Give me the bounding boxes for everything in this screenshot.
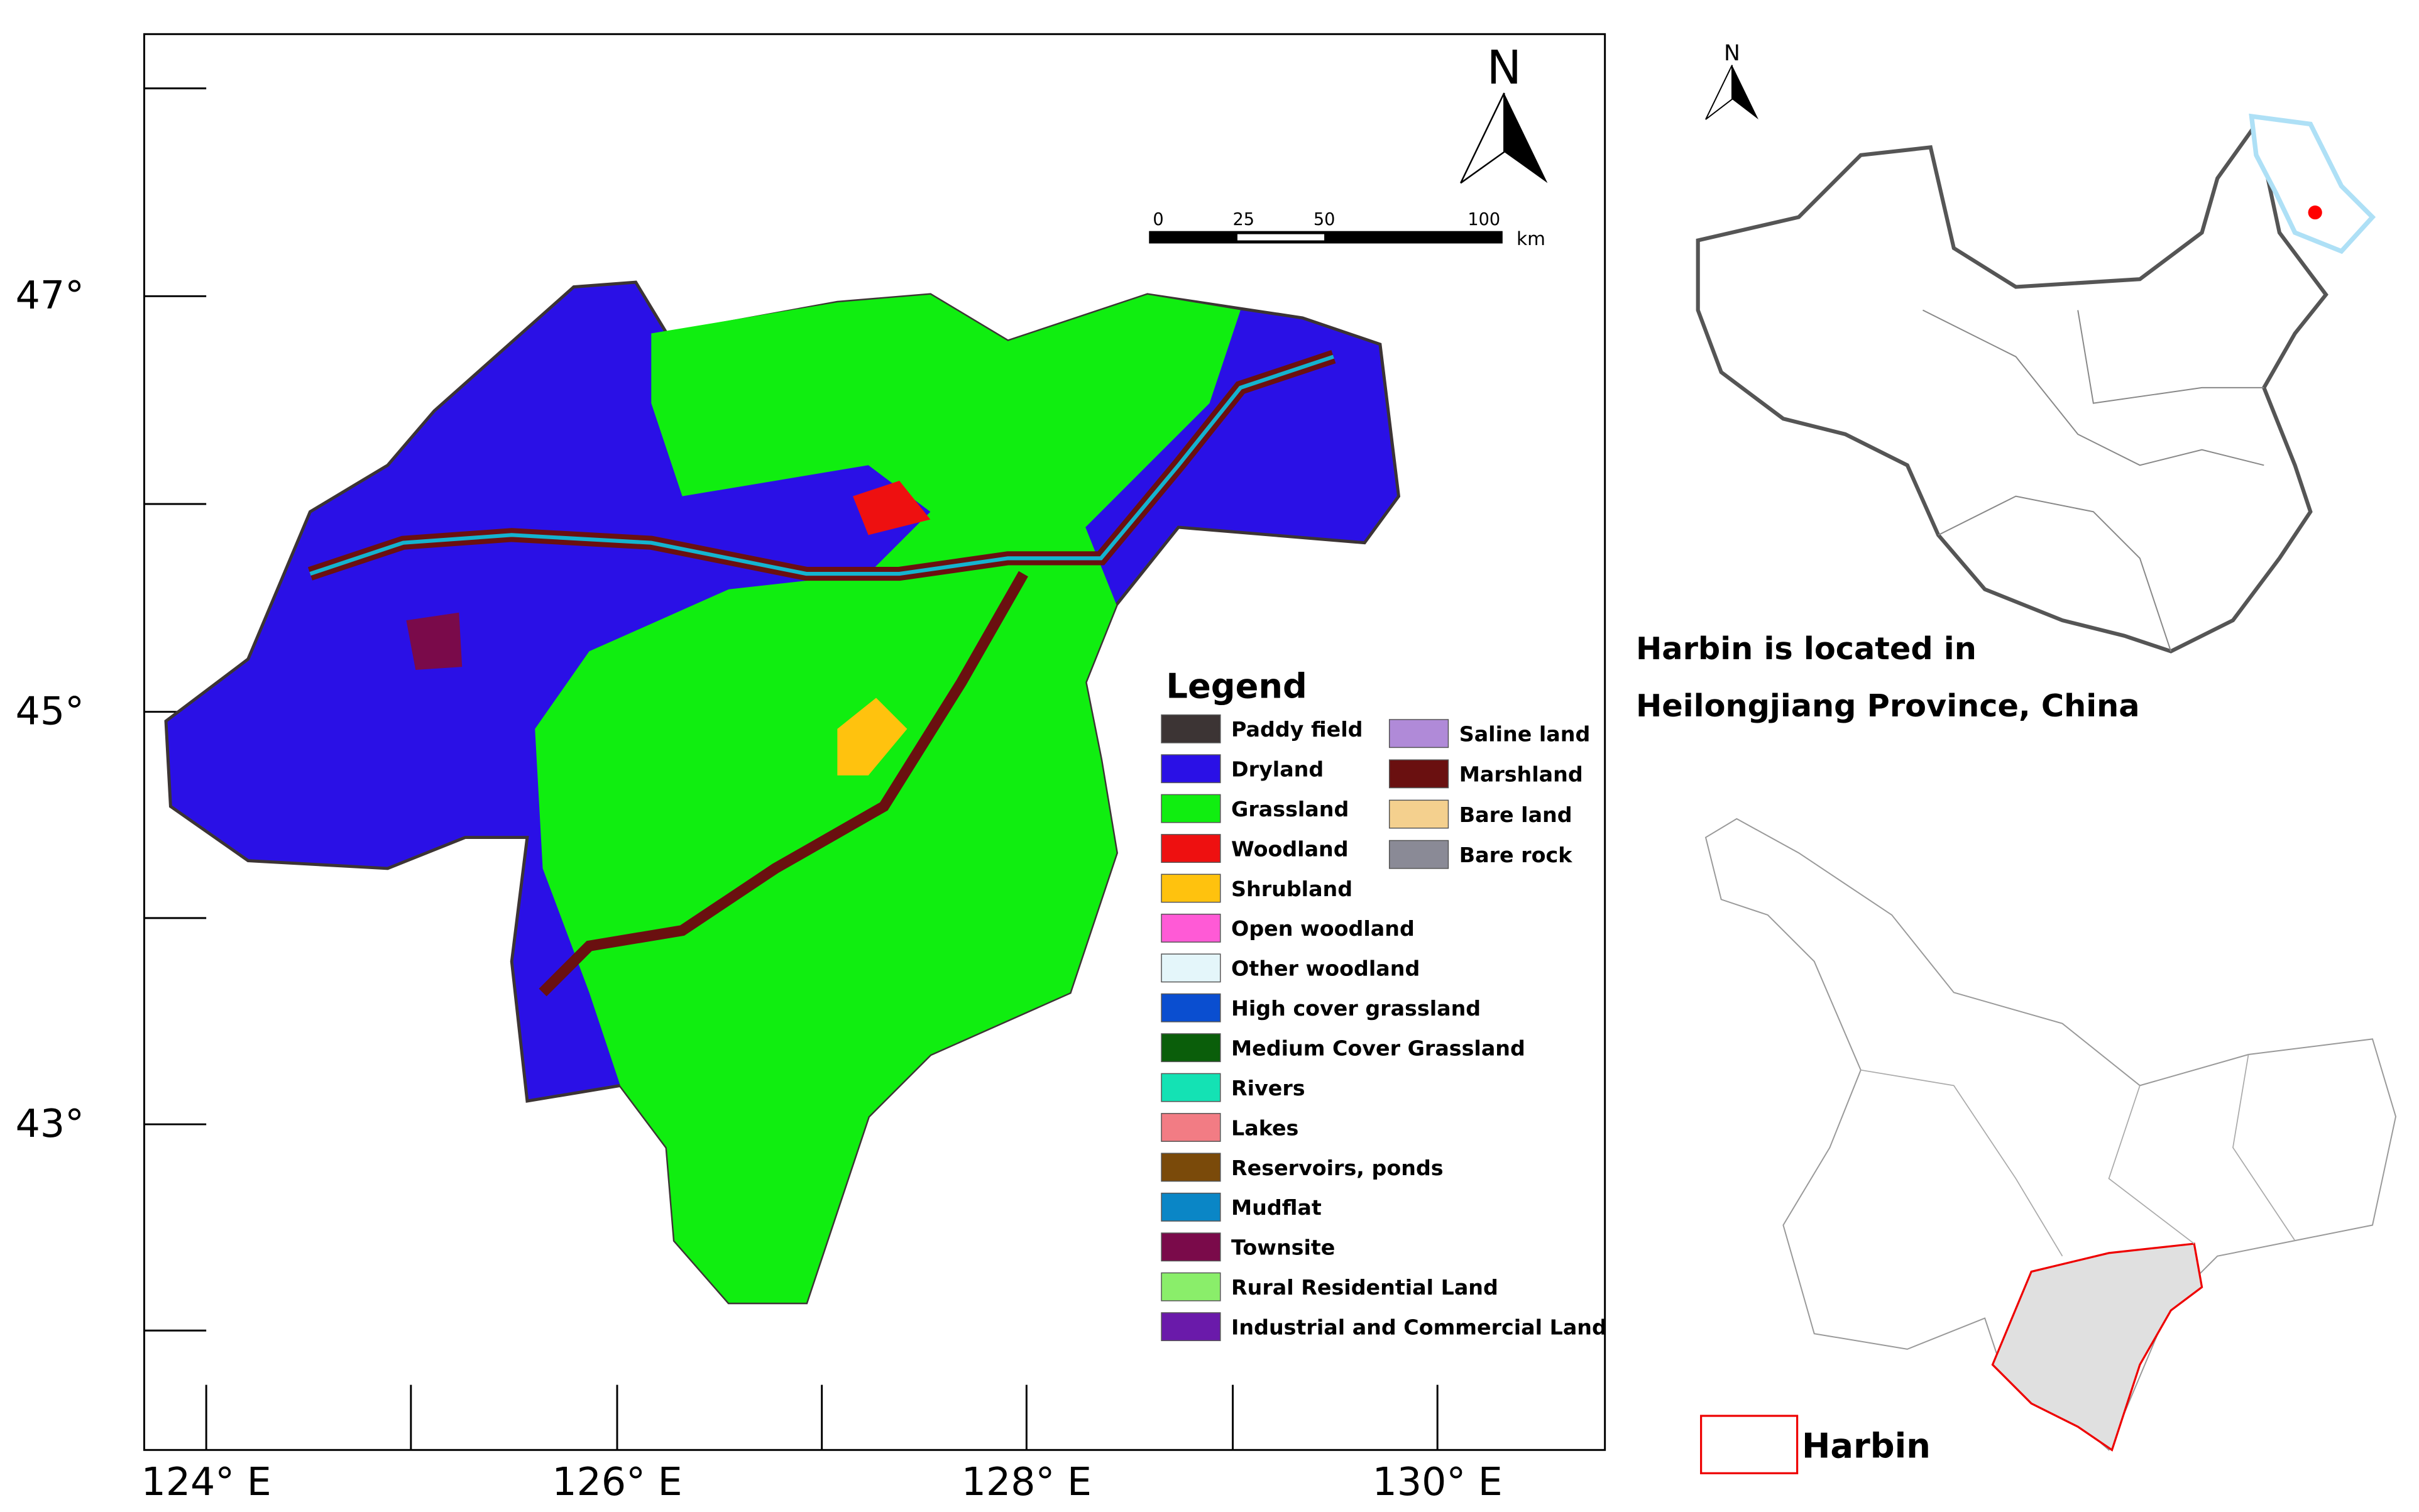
legend-label: Grassland	[1231, 797, 1349, 821]
lon-label: 124° E	[141, 1459, 272, 1504]
border	[2077, 310, 2264, 404]
border	[1860, 1069, 2063, 1257]
legend-swatch	[1161, 1272, 1221, 1301]
heilongjiang-outline	[2249, 113, 2376, 255]
lon-label: 130° E	[1373, 1459, 1503, 1504]
legend-title: Legend	[1166, 666, 1307, 706]
lat-label: 43°	[16, 1101, 84, 1146]
inset-caption: Harbin is located in	[1636, 630, 1977, 667]
legend-swatch	[1388, 759, 1449, 789]
legend-label: Dryland	[1231, 757, 1324, 782]
legend-label: Bare land	[1459, 803, 1572, 827]
lat-label: 45°	[16, 688, 84, 733]
land-use-map	[164, 280, 1401, 1305]
legend-swatch	[1161, 1312, 1221, 1342]
lat-label: 47°	[16, 273, 84, 318]
legend-label: Open woodland	[1231, 916, 1415, 941]
scale-bar	[1149, 231, 1503, 244]
north-label: N	[1487, 41, 1522, 95]
legend-swatch	[1388, 799, 1449, 829]
scale-label: 0	[1153, 210, 1163, 229]
shrubland	[837, 698, 908, 775]
harbin-legend-label: Harbin	[1802, 1427, 1931, 1466]
legend-swatch	[1161, 874, 1221, 903]
inset-caption: Heilongjiang Province, China	[1636, 688, 2140, 724]
inset-north-right	[1731, 65, 1758, 120]
inset-north-label: N	[1724, 41, 1740, 66]
lon-label: 128° E	[962, 1459, 1092, 1504]
legend-label: Lakes	[1231, 1115, 1298, 1140]
border	[1938, 495, 2172, 652]
legend-swatch	[1388, 719, 1449, 748]
legend-swatch	[1161, 1073, 1221, 1102]
legend-swatch	[1161, 993, 1221, 1022]
legend-label: Saline land	[1459, 722, 1591, 747]
legend-label: Townsite	[1231, 1235, 1335, 1260]
legend-swatch	[1161, 1153, 1221, 1182]
china-inset: N	[1696, 41, 2376, 654]
inset-north-left	[1705, 65, 1733, 120]
legend-label: Other woodland	[1231, 956, 1420, 981]
legend-swatch	[1161, 754, 1221, 784]
legend: Paddy field Dryland Grassland Woodland Shrub…	[1161, 714, 1607, 1342]
border	[1923, 309, 2264, 466]
harbin-region	[1991, 1242, 2203, 1452]
legend-label: Rivers	[1231, 1076, 1305, 1100]
scale-label: 25	[1233, 210, 1255, 229]
legend-label: Woodland	[1231, 836, 1349, 861]
legend-swatch	[1388, 840, 1449, 869]
city-borders	[1860, 1054, 2296, 1257]
legend-swatch	[1161, 714, 1221, 743]
scale-label: 100	[1467, 210, 1500, 229]
legend-swatch	[1161, 913, 1221, 943]
scale-bar-segment	[1237, 234, 1325, 241]
china-outline	[1696, 119, 2328, 654]
legend-swatch	[1161, 953, 1221, 983]
graticule-ticks	[144, 87, 1439, 1450]
scale-unit: km	[1517, 228, 1545, 249]
legend-label: High cover grassland	[1231, 996, 1481, 1021]
legend-label: Medium Cover Grassland	[1231, 1036, 1525, 1061]
legend-swatch	[1161, 1113, 1221, 1142]
river	[309, 354, 1334, 576]
legend-swatch	[1161, 834, 1221, 863]
legend-label: Mudflat	[1231, 1195, 1322, 1220]
tributary-marsh	[539, 571, 1028, 997]
province-borders	[1923, 309, 2264, 652]
legend-label: Marshland	[1459, 762, 1583, 787]
legend-label: Shrubland	[1231, 877, 1352, 901]
border	[2232, 1054, 2296, 1241]
townsite	[406, 612, 463, 671]
legend-label: Rural Residential Land	[1231, 1275, 1498, 1300]
woodland	[853, 480, 931, 535]
scale-label: 50	[1314, 210, 1336, 229]
legend-swatch	[1161, 1192, 1221, 1222]
legend-label: Paddy field	[1231, 717, 1363, 742]
legend-label: Bare rock	[1459, 843, 1572, 867]
heilongjiang-inset	[1704, 818, 2397, 1452]
harbin-dot	[2308, 205, 2322, 220]
legend-swatch	[1161, 1232, 1221, 1262]
legend-swatch	[1161, 794, 1221, 823]
legend-label: Reservoirs, ponds	[1231, 1156, 1444, 1180]
lon-label: 126° E	[552, 1459, 682, 1504]
harbin-legend-swatch	[1700, 1415, 1799, 1474]
legend-label: Industrial and Commercial Land	[1231, 1315, 1607, 1339]
border	[2108, 1085, 2195, 1244]
legend-swatch	[1161, 1033, 1221, 1063]
